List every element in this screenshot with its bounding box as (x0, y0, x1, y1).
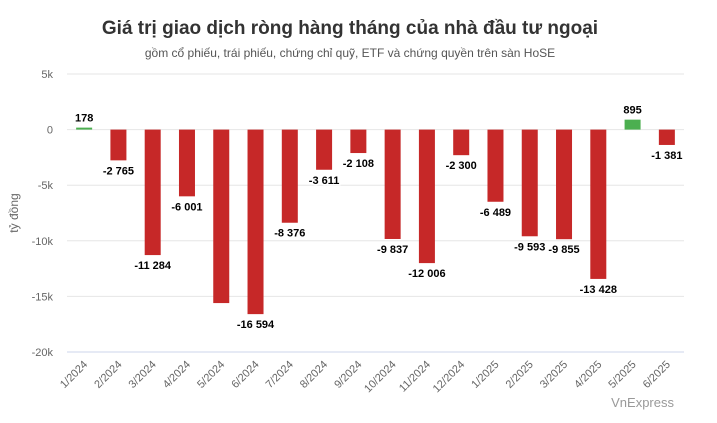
data-label: -8 376 (274, 228, 305, 240)
chart-title: Giá trị giao dịch ròng hàng tháng của nh… (101, 18, 599, 39)
data-label: -2 300 (446, 160, 477, 172)
bar (178, 129, 195, 197)
x-tick-label: 3/2024 (127, 359, 159, 391)
x-tick-label: 11/2024 (397, 359, 433, 395)
bar (213, 129, 230, 304)
bar (487, 129, 504, 202)
y-axis-title: tỷ đồng (7, 193, 21, 232)
x-tick-label: 6/2024 (229, 359, 261, 391)
x-tick-label: 2/2025 (504, 359, 536, 391)
y-tick-label: -10k (32, 236, 54, 248)
data-label: -9 593 (514, 241, 545, 253)
bar (247, 129, 264, 315)
bar (453, 129, 470, 156)
data-label: -9 855 (548, 244, 579, 256)
bar (110, 129, 127, 161)
x-tick-label: 5/2024 (195, 359, 227, 391)
x-tick-label: 4/2025 (572, 359, 604, 391)
y-tick-label: -20k (32, 347, 54, 359)
data-label: -6 489 (480, 207, 511, 219)
data-label: -9 837 (377, 244, 408, 256)
x-tick-label: 6/2025 (641, 359, 673, 391)
bar (590, 129, 607, 279)
bar (384, 129, 401, 239)
data-label: -3 611 (309, 175, 340, 187)
x-tick-label: 5/2025 (606, 359, 638, 391)
x-tick-label: 4/2024 (161, 359, 193, 391)
bar (144, 129, 161, 256)
x-tick-label: 8/2024 (298, 359, 330, 391)
x-tick-label: 1/2024 (58, 359, 90, 391)
data-label: -12 006 (408, 268, 445, 280)
x-tick-label: 12/2024 (431, 359, 468, 396)
data-label: 895 (623, 105, 641, 117)
y-tick-label: 0 (47, 125, 53, 137)
chart-subtitle: gồm cổ phiếu, trái phiếu, chứng chỉ quỹ,… (144, 46, 556, 60)
x-tick-label: 1/2025 (469, 359, 501, 391)
source-credit: VnExpress (611, 395, 674, 410)
data-label: -16 594 (237, 319, 275, 331)
data-label: -1 381 (651, 150, 682, 162)
bar (76, 127, 93, 130)
x-tick-label: 2/2024 (92, 359, 124, 391)
data-label: -2 108 (343, 158, 374, 170)
bar (556, 129, 573, 240)
x-tick-label: 9/2024 (332, 359, 364, 391)
y-tick-label: -5k (38, 180, 54, 192)
y-tick-label: 5k (41, 69, 53, 81)
bar (624, 119, 641, 130)
data-label: 178 (75, 113, 93, 125)
bar (418, 129, 435, 264)
bar (658, 129, 675, 145)
x-tick-label: 7/2024 (264, 359, 296, 391)
bar (350, 129, 367, 154)
data-label: -11 284 (134, 260, 172, 272)
data-label: -6 001 (171, 201, 202, 213)
bar (316, 129, 333, 170)
data-label: -13 428 (580, 284, 617, 296)
x-tick-label: 10/2024 (362, 359, 399, 396)
data-label: -2 765 (103, 165, 134, 177)
bar (521, 129, 538, 237)
x-tick-label: 3/2025 (538, 359, 570, 391)
y-tick-label: -15k (32, 291, 54, 303)
bar (281, 129, 298, 223)
